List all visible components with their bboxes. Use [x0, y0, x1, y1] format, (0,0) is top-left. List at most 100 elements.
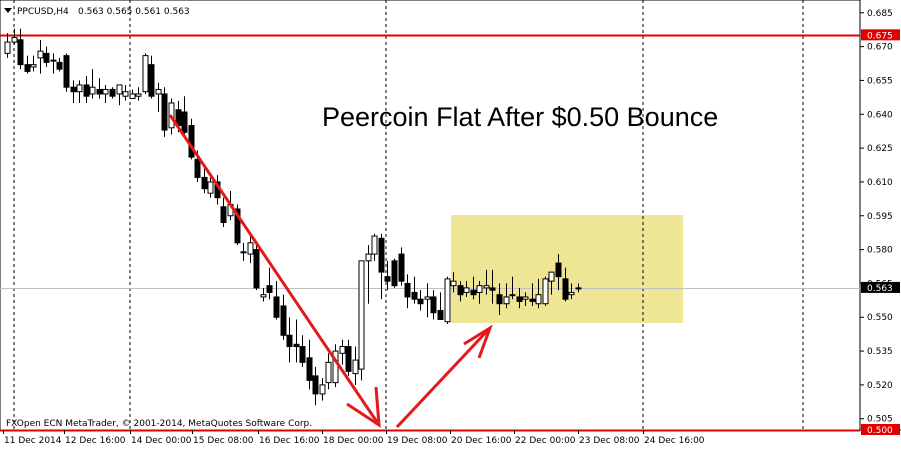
- candle: [260, 287, 267, 302]
- level-price-label: 0.500: [867, 426, 893, 436]
- candle: [503, 283, 510, 309]
- candle: [63, 53, 70, 92]
- candle-body-bull: [548, 271, 555, 282]
- candle: [391, 258, 398, 288]
- y-tick-label: 0.520: [867, 381, 893, 391]
- candle-body-bear: [411, 291, 418, 300]
- candle-body-bull: [509, 294, 516, 297]
- candle: [24, 55, 31, 74]
- candle-body-bull: [339, 346, 346, 354]
- candle-body-bull: [319, 384, 326, 395]
- consolidation-range-box: [451, 215, 683, 323]
- candle: [548, 271, 555, 295]
- candle-body-bear: [273, 296, 280, 318]
- current-price-tag: [861, 281, 900, 293]
- candle-body-bear: [562, 278, 569, 300]
- candle-body-bear: [391, 260, 398, 287]
- candle-body-bear: [293, 343, 300, 348]
- horizontal-levels: [0, 34, 860, 432]
- candle: [358, 260, 365, 381]
- candle-body-bull: [247, 242, 254, 255]
- chart-menu-triangle-icon[interactable]: [4, 8, 12, 13]
- candle: [96, 78, 103, 99]
- candle-body-bull: [135, 93, 142, 97]
- candle-body-bull: [358, 260, 365, 370]
- candle: [89, 69, 96, 99]
- candle-body-bull: [155, 88, 162, 95]
- period-separators: [13, 0, 804, 430]
- candle: [437, 292, 444, 320]
- candle-body-bull: [122, 91, 129, 97]
- candle: [575, 283, 582, 293]
- candle-body-bear: [194, 158, 201, 178]
- candle: [247, 236, 254, 264]
- candle: [463, 281, 470, 297]
- y-tick-label: 0.550: [867, 313, 893, 323]
- candle: [384, 260, 391, 291]
- rebound-arrow-line: [395, 326, 492, 429]
- x-tick-label: 18 Dec 00:00: [323, 436, 384, 446]
- candle: [253, 242, 260, 291]
- level-price-label: 0.675: [867, 31, 893, 41]
- y-tick-label: 0.580: [867, 246, 893, 256]
- candle-body-bear: [384, 276, 391, 282]
- x-tick-label: 24 Dec 16:00: [644, 436, 705, 446]
- candle-body-bull: [503, 296, 510, 305]
- candle-body-bull: [4, 41, 11, 54]
- candle-body-bull: [30, 64, 37, 68]
- y-tick-label: 0.625: [867, 144, 893, 154]
- candle: [411, 276, 418, 304]
- y-tick-label: 0.595: [867, 212, 893, 222]
- candle-body-bear: [83, 84, 90, 97]
- candle: [371, 233, 378, 261]
- candle-body-bear: [398, 253, 405, 282]
- candle: [483, 269, 490, 295]
- candle-body-bear: [220, 206, 227, 224]
- candle: [70, 80, 77, 103]
- candle: [404, 274, 411, 309]
- platform-credit: FXOpen ECN MetaTrader, © 2001-2014, Meta…: [6, 419, 312, 429]
- x-tick-label: 14 Dec 00:00: [131, 436, 192, 446]
- candle-body-bull: [476, 285, 483, 293]
- candle: [339, 339, 346, 365]
- candle: [522, 292, 529, 306]
- candle-body-bull: [568, 291, 575, 296]
- candle-body-bear: [266, 285, 273, 293]
- candle: [201, 168, 208, 194]
- candle-body-bull: [102, 88, 109, 95]
- candle: [83, 75, 90, 103]
- candle-body-bear: [470, 289, 477, 296]
- candle-body-bear: [17, 39, 24, 66]
- candle: [43, 46, 50, 67]
- candle: [476, 281, 483, 304]
- candle: [535, 278, 542, 309]
- candle-body-bull: [450, 280, 457, 287]
- candle-body-bear: [457, 285, 464, 296]
- candle-body-bear: [312, 375, 319, 395]
- candle: [155, 82, 162, 113]
- candle: [345, 339, 352, 376]
- x-tick-label: 22 Dec 00:00: [515, 436, 576, 446]
- candle: [444, 276, 451, 325]
- candle: [555, 254, 562, 291]
- candle: [378, 233, 385, 300]
- candle: [11, 28, 18, 45]
- candle: [188, 118, 195, 160]
- candle-body-bull: [116, 84, 123, 95]
- symbol-label: PPCUSD,H4: [17, 7, 69, 17]
- candle-body-bear: [201, 176, 208, 190]
- candle: [496, 283, 503, 315]
- trend-arrows: [168, 114, 493, 429]
- candle: [312, 366, 319, 406]
- candle-body-bear: [96, 88, 103, 95]
- candle: [417, 290, 424, 311]
- x-tick-label: 11 Dec 2014: [4, 436, 62, 446]
- candle-body-bear: [286, 334, 293, 348]
- candle-body-bull: [11, 37, 18, 43]
- candle-body-bear: [417, 298, 424, 305]
- candle-body-bull: [50, 59, 57, 62]
- candle: [30, 55, 37, 72]
- candle-body-bull: [463, 287, 470, 293]
- candle: [470, 276, 477, 300]
